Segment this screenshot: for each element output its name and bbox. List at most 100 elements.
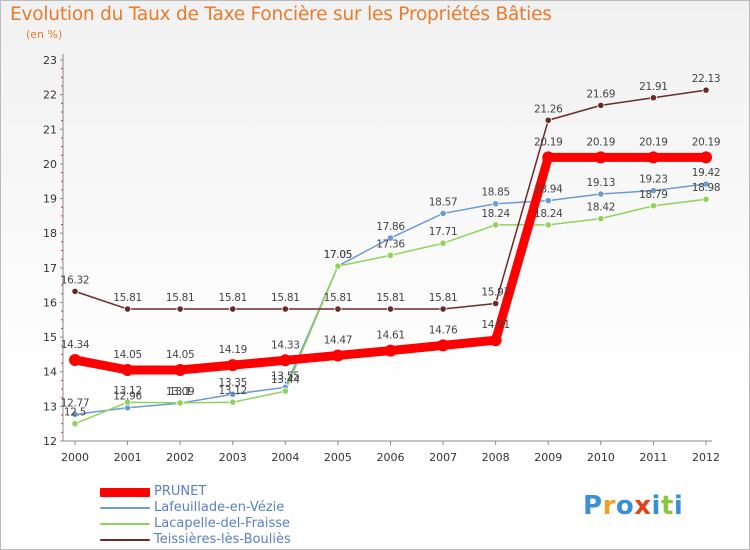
legend-label-prunet: PRUNET: [154, 484, 207, 499]
y-tick-label: 12: [43, 435, 57, 448]
data-label-lacapelle: 12.5: [64, 407, 86, 419]
data-point-prunet: [279, 354, 292, 367]
data-point-lafeuillade: [702, 180, 710, 188]
proxiti-logo: Proxiti: [583, 491, 683, 521]
data-label-lacapelle: 17.71: [429, 226, 458, 238]
data-label-lacapelle: 13.44: [271, 374, 300, 386]
data-label-lacapelle: 18.42: [587, 202, 616, 214]
data-label-lafeuillade: 12.96: [113, 391, 142, 403]
y-tick-label: 15: [43, 331, 57, 344]
y-tick-label: 19: [43, 193, 57, 206]
data-point-lafeuillade: [71, 410, 79, 418]
logo-letter: o: [615, 491, 635, 521]
chart-title: Evolution du Taux de Taxe Foncière sur l…: [10, 4, 552, 25]
data-point-lafeuillade: [492, 200, 500, 208]
data-label-lacapelle: 17.36: [376, 238, 405, 250]
data-label-prunet: 14.05: [113, 349, 142, 361]
data-point-lacapelle: [229, 398, 237, 406]
data-point-lacapelle: [439, 239, 447, 247]
data-point-prunet: [69, 353, 81, 366]
data-label-lacapelle: 18.24: [481, 208, 510, 220]
data-label-lacapelle: 18.98: [692, 182, 721, 194]
data-label-teissieres: 15.81: [324, 292, 353, 304]
y-tick-label: 23: [43, 54, 57, 67]
data-label-lafeuillade: 17.86: [376, 221, 405, 233]
data-point-prunet: [489, 334, 502, 347]
data-label-prunet: 14.34: [61, 339, 90, 351]
legend-label-teissieres: Teissières-lès-Bouliès: [154, 532, 291, 547]
logo-letter: P: [583, 491, 603, 521]
data-label-lafeuillade: 13.35: [218, 377, 247, 389]
data-point-lacapelle: [544, 221, 552, 229]
data-point-teissieres: [176, 305, 184, 313]
data-label-lafeuillade: 19.42: [692, 167, 721, 179]
legend-item-lafeuillade: Lafeuillade-en-Vézie: [100, 500, 360, 516]
data-label-prunet: 20.19: [534, 136, 563, 148]
x-tick-label: 2009: [534, 451, 562, 464]
data-point-teissieres: [649, 94, 658, 102]
data-point-lacapelle: [71, 420, 79, 428]
x-tick-label: 2010: [587, 451, 615, 464]
data-point-teissieres: [597, 101, 605, 109]
x-tick-label: 2004: [271, 451, 299, 464]
logo-letter: x: [634, 491, 652, 521]
data-point-lacapelle: [649, 202, 658, 210]
data-label-teissieres: 15.81: [166, 292, 195, 304]
legend-swatch-teissieres: [100, 539, 150, 541]
unit-label: (en %): [26, 28, 63, 41]
data-point-teissieres: [123, 305, 132, 313]
data-point-lafeuillade: [229, 390, 237, 398]
logo-letter: t: [660, 491, 674, 521]
data-label-teissieres: 15.81: [429, 292, 458, 304]
data-point-prunet: [121, 363, 134, 376]
data-point-lafeuillade: [544, 197, 552, 205]
data-label-teissieres: 15.81: [113, 292, 142, 304]
data-label-teissieres: 21.26: [534, 103, 563, 115]
data-point-prunet: [174, 363, 187, 376]
y-tick-label: 22: [43, 89, 57, 102]
data-label-lacapelle: 13.12: [218, 385, 247, 397]
x-tick-label: 2007: [429, 451, 457, 464]
data-label-prunet: 14.33: [271, 339, 300, 351]
data-point-lafeuillade: [386, 234, 395, 242]
data-label-teissieres: 21.91: [639, 81, 668, 93]
data-label-teissieres: 16.32: [61, 274, 90, 286]
y-tick-label: 21: [43, 123, 57, 136]
data-label-prunet: 14.19: [218, 344, 247, 356]
data-label-teissieres: 15.81: [271, 292, 300, 304]
data-point-prunet: [437, 339, 450, 352]
data-point-lacapelle: [386, 251, 395, 259]
data-point-lacapelle: [334, 262, 342, 270]
data-label-teissieres: 15.81: [218, 292, 247, 304]
data-point-teissieres: [229, 305, 237, 313]
legend: PRUNET Lafeuillade-en-Vézie Lacapelle-de…: [100, 484, 360, 548]
data-label-lafeuillade: 18.85: [481, 187, 510, 199]
data-point-teissieres: [544, 116, 552, 124]
data-point-prunet: [384, 344, 397, 357]
data-label-prunet: 20.19: [587, 136, 616, 148]
data-point-teissieres: [281, 305, 289, 313]
data-point-lacapelle: [176, 399, 184, 407]
legend-item-teissieres: Teissières-lès-Bouliès: [100, 532, 360, 548]
x-tick-label: 2003: [219, 451, 247, 464]
x-tick-label: 2005: [324, 451, 352, 464]
data-label-lafeuillade: 13.09: [166, 386, 195, 398]
data-label-prunet: 14.91: [481, 319, 510, 331]
x-tick-label: 2001: [114, 451, 142, 464]
data-point-teissieres: [439, 305, 447, 313]
y-tick-label: 14: [43, 366, 57, 379]
y-tick-label: 18: [43, 227, 57, 240]
legend-label-lacapelle: Lacapelle-del-Fraisse: [154, 516, 291, 531]
data-label-lacapelle: 13.1: [169, 386, 191, 398]
data-label-lafeuillade: 18.94: [534, 184, 563, 196]
data-point-teissieres: [702, 86, 710, 94]
data-label-prunet: 14.61: [376, 330, 405, 342]
y-tick-label: 20: [43, 158, 57, 171]
data-label-lafeuillade: 13.55: [271, 370, 300, 382]
y-tick-label: 13: [43, 400, 57, 413]
data-point-teissieres: [386, 305, 395, 313]
data-label-lafeuillade: 19.23: [639, 174, 668, 186]
data-point-lacapelle: [492, 221, 500, 229]
